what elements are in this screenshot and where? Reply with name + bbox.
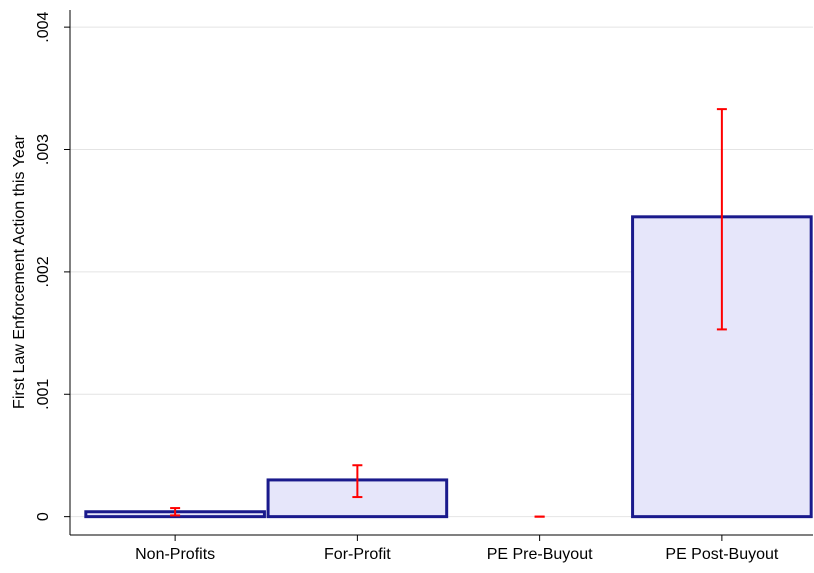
error-bar — [352, 464, 363, 499]
error-bar — [716, 108, 727, 331]
y-tick-label: .001 — [35, 379, 52, 410]
y-tick-label: .002 — [35, 256, 52, 287]
y-tick-label: .003 — [35, 134, 52, 165]
x-tick-label: PE Pre-Buyout — [487, 546, 593, 563]
error-bar — [170, 507, 181, 517]
y-tick-label: 0 — [35, 512, 52, 521]
x-tick-label: Non-Profits — [135, 546, 215, 563]
x-tick-label: PE Post-Buyout — [665, 546, 779, 563]
y-axis-label: First Law Enforcement Action this Year — [11, 134, 28, 409]
y-tick-label: .004 — [35, 11, 52, 42]
bar — [266, 478, 449, 519]
x-tick-label: For-Profit — [324, 546, 391, 563]
